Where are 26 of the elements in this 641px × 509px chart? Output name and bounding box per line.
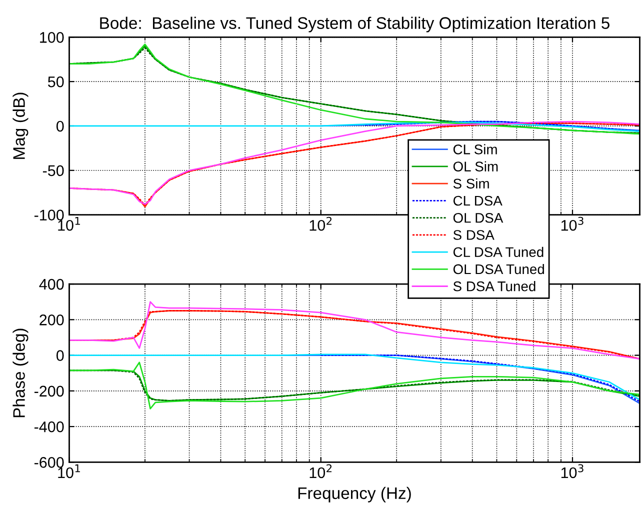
y-tick-label: 0	[56, 120, 64, 132]
y-tick-label: -200	[34, 386, 64, 397]
x-tick-label: 10$^{3}$	[561, 216, 584, 231]
legend-label: S Sim	[453, 178, 489, 189]
legend-label: S DSA Tuned	[453, 281, 536, 292]
x-tick-label: 10$^{2}$	[310, 216, 332, 231]
y-tick-label: 200	[40, 314, 64, 326]
legend-label: CL DSA	[453, 196, 502, 206]
y-tick-label: 400	[39, 278, 64, 290]
y-tick-label: 0	[56, 350, 64, 361]
y-tick-label: 100	[40, 32, 64, 43]
x-tick-label: 10$^{3}$	[561, 464, 584, 478]
y-tick-label: -50	[42, 165, 64, 176]
legend-label: OL Sim	[453, 161, 498, 172]
legend-label: OL DSA	[453, 212, 504, 223]
x-tick-label: 10$^{2}$	[310, 464, 332, 478]
y-axis-title: Phase (deg)	[12, 328, 28, 418]
x-axis-title: Frequency (Hz)	[298, 486, 411, 502]
y-tick-label: -400	[34, 421, 64, 432]
y-axis-title: Mag (dB)	[12, 92, 28, 159]
chart-title: Bode: Baseline vs. Tuned System of Stability Optimization Iteration 5	[100, 16, 610, 32]
y-tick-label: 50	[48, 76, 64, 88]
legend-label: OL DSA Tuned	[453, 264, 544, 274]
legend-label: S DSA	[453, 230, 494, 240]
legend-label: CL DSA Tuned	[453, 246, 544, 258]
legend-label: CL Sim	[453, 144, 497, 154]
